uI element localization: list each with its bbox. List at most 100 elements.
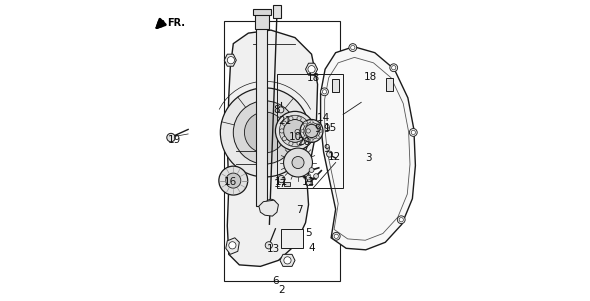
Circle shape (219, 166, 248, 195)
Circle shape (320, 88, 329, 96)
Circle shape (284, 119, 306, 142)
Circle shape (265, 242, 273, 249)
Text: 9: 9 (323, 124, 330, 134)
Circle shape (304, 121, 308, 125)
Circle shape (167, 133, 175, 142)
Text: 9: 9 (323, 144, 330, 154)
Text: 17: 17 (274, 179, 287, 189)
Circle shape (334, 234, 338, 238)
Polygon shape (273, 5, 281, 18)
Circle shape (280, 129, 284, 133)
Circle shape (226, 173, 241, 188)
Text: 20: 20 (297, 137, 310, 147)
Text: 12: 12 (328, 152, 342, 162)
Bar (224, 21, 340, 281)
Polygon shape (226, 238, 240, 254)
Circle shape (278, 175, 285, 183)
Circle shape (244, 112, 286, 153)
Text: 4: 4 (308, 243, 315, 253)
Circle shape (300, 119, 323, 142)
Polygon shape (386, 78, 394, 91)
Circle shape (229, 242, 236, 249)
Bar (277, 74, 343, 188)
Circle shape (284, 257, 291, 264)
Text: 19: 19 (168, 135, 181, 145)
Circle shape (304, 137, 308, 141)
Text: 10: 10 (289, 132, 302, 142)
Polygon shape (280, 254, 295, 266)
Text: 11: 11 (301, 177, 315, 187)
Text: 16: 16 (224, 177, 238, 187)
Circle shape (289, 116, 293, 120)
Circle shape (327, 151, 333, 157)
Text: 13: 13 (267, 244, 280, 254)
Circle shape (266, 199, 276, 210)
Circle shape (297, 141, 301, 146)
Text: FR.: FR. (167, 17, 185, 28)
Circle shape (304, 136, 307, 139)
Circle shape (316, 123, 319, 126)
Polygon shape (284, 182, 290, 186)
Text: 6: 6 (272, 275, 278, 286)
Circle shape (284, 148, 313, 177)
Polygon shape (332, 79, 339, 92)
Text: 18: 18 (306, 73, 320, 83)
Text: 7: 7 (296, 205, 303, 215)
Polygon shape (306, 63, 317, 75)
Circle shape (308, 66, 315, 73)
Circle shape (297, 116, 301, 120)
Polygon shape (259, 200, 278, 216)
Circle shape (310, 120, 313, 123)
Text: 18: 18 (364, 72, 378, 82)
Circle shape (233, 101, 297, 164)
Polygon shape (255, 14, 268, 29)
Circle shape (303, 123, 320, 139)
Circle shape (409, 129, 417, 136)
Circle shape (392, 66, 396, 70)
Circle shape (282, 137, 286, 141)
Circle shape (279, 115, 311, 147)
Circle shape (411, 130, 415, 135)
Circle shape (268, 202, 274, 207)
Circle shape (301, 129, 304, 132)
Polygon shape (306, 181, 313, 185)
Circle shape (322, 90, 327, 94)
Circle shape (304, 123, 307, 126)
Circle shape (314, 174, 319, 178)
Circle shape (305, 124, 318, 138)
Circle shape (397, 216, 405, 224)
Text: 11: 11 (275, 177, 288, 187)
Text: 21: 21 (278, 116, 291, 126)
Polygon shape (257, 26, 267, 206)
Circle shape (306, 129, 310, 133)
Circle shape (332, 232, 340, 240)
Circle shape (220, 88, 309, 177)
Polygon shape (253, 9, 271, 15)
Polygon shape (224, 54, 237, 66)
Text: 3: 3 (365, 153, 372, 163)
Circle shape (227, 57, 234, 64)
Circle shape (350, 45, 355, 50)
Circle shape (309, 168, 314, 172)
Circle shape (292, 157, 304, 169)
Circle shape (319, 129, 322, 132)
Circle shape (310, 138, 313, 141)
Text: 14: 14 (317, 113, 330, 123)
Polygon shape (281, 229, 303, 248)
Circle shape (278, 107, 284, 113)
Circle shape (295, 129, 300, 134)
Circle shape (390, 64, 398, 72)
Text: 8: 8 (274, 105, 280, 115)
Text: 15: 15 (324, 123, 337, 133)
Polygon shape (320, 47, 415, 250)
Circle shape (282, 121, 286, 125)
Circle shape (289, 141, 293, 146)
Circle shape (316, 136, 319, 139)
Circle shape (276, 111, 314, 150)
Text: 2: 2 (278, 284, 285, 295)
Polygon shape (227, 30, 317, 266)
Text: 9: 9 (314, 124, 321, 134)
Text: 5: 5 (305, 228, 312, 238)
Circle shape (399, 218, 404, 222)
Circle shape (306, 175, 311, 180)
